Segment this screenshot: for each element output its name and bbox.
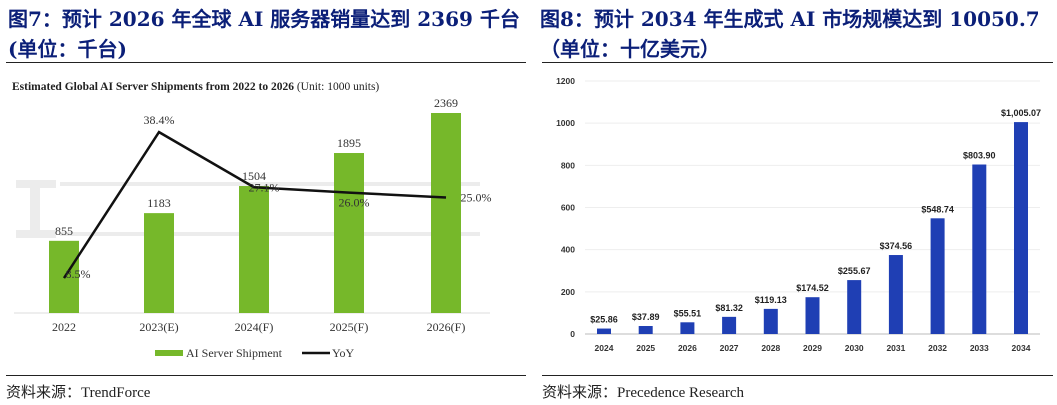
bar-2026 (680, 322, 695, 334)
source-text: 资料来源：TrendForce (6, 385, 151, 401)
bar-2034 (1014, 122, 1028, 334)
bar-label: $548.74 (921, 204, 954, 214)
bar-label: $255.67 (838, 266, 871, 276)
yoy-label: 8.5% (66, 267, 91, 281)
x-tick-label: 2024(F) (235, 320, 274, 334)
x-tick-label: 2034 (1012, 343, 1031, 353)
yoy-label: 38.4% (144, 113, 175, 127)
y-tick-label: 800 (561, 160, 575, 170)
legend-label-shipment: AI Server Shipment (186, 346, 283, 360)
bar-label: 1895 (337, 136, 361, 150)
bar-2029 (805, 297, 820, 334)
bar-label: $81.32 (715, 303, 743, 313)
y-tick-label: 0 (570, 329, 575, 339)
bar-2027 (722, 316, 737, 334)
x-tick-label: 2025 (636, 343, 655, 353)
bar-label: 855 (55, 224, 73, 238)
bar-2032 (930, 218, 945, 334)
yoy-line (62, 130, 447, 279)
x-tick-label: 2028 (761, 343, 780, 353)
chart-title: Estimated Global AI Server Shipments fro… (12, 81, 379, 93)
left-panel: 图7：预计 2026 年全球 AI 服务器销量达到 2369 千台(单位：千台)… (6, 7, 526, 401)
source-rule (542, 375, 1053, 376)
x-tick-label: 2030 (845, 343, 864, 353)
y-tick-label: 1000 (556, 118, 575, 128)
bar-2024(F) (239, 186, 269, 313)
x-tick-label: 2032 (928, 343, 947, 353)
yoy-label: 25.0% (461, 191, 492, 205)
x-tick-label: 2025(F) (330, 320, 369, 334)
x-tick-label: 2026 (678, 343, 697, 353)
yoy-label: 27.1% (249, 180, 280, 194)
x-tick-label: 2026(F) (427, 320, 466, 334)
source-text: 资料来源：Precedence Research (542, 385, 745, 401)
bar-label: $119.13 (755, 295, 787, 305)
bar-label: $174.52 (796, 283, 829, 293)
bar-2024 (597, 328, 611, 334)
bar-label: $37.89 (632, 312, 660, 322)
legend-label-yoy: YoY (332, 346, 354, 360)
x-tick-label: 2033 (970, 343, 989, 353)
y-tick-label: 1200 (556, 76, 575, 86)
figure-7-title: 图7：预计 2026 年全球 AI 服务器销量达到 2369 千台(单位：千台) (8, 7, 520, 61)
bar-label: $803.90 (963, 151, 996, 161)
bar-2023(E) (144, 213, 174, 313)
bar-label: 1183 (147, 196, 171, 210)
title-rule (542, 62, 1053, 63)
y-tick-label: 400 (561, 245, 575, 255)
bar-2031 (888, 255, 903, 334)
x-tick-label: 2023(E) (139, 320, 178, 334)
bar-label: $374.56 (880, 241, 913, 251)
x-tick-label: 2031 (886, 343, 905, 353)
bar-label: $25.86 (590, 315, 618, 325)
y-tick-label: 200 (561, 287, 575, 297)
watermark-logo (16, 180, 480, 238)
legend-swatch-shipment (155, 350, 183, 356)
bar-label: $1,005.07 (1001, 108, 1041, 118)
figure-8-title: 图8：预计 2034 年生成式 AI 市场规模达到 10050.7（单位：十亿美… (540, 7, 1040, 61)
x-tick-label: 2024 (595, 343, 614, 353)
source-rule (6, 375, 526, 376)
bar-2033 (972, 164, 987, 334)
y-tick-label: 600 (561, 203, 575, 213)
title-rule (6, 62, 526, 63)
bar-label: $55.51 (674, 308, 702, 318)
bar-2028 (763, 308, 778, 334)
bar-label: 1504 (242, 169, 266, 183)
x-tick-label: 2022 (52, 320, 76, 334)
shipments-chart: Estimated Global AI Server Shipments fro… (12, 81, 492, 360)
yoy-label: 26.0% (339, 196, 370, 210)
bar-2025(F) (334, 153, 364, 313)
bar-2030 (847, 280, 862, 334)
x-tick-label: 2029 (803, 343, 822, 353)
bar-2025 (638, 326, 653, 334)
genai-market-chart: 0 200 400 600 800 1000 1200 $25.86 2024 $37.89 202… (556, 76, 1041, 353)
x-tick-label: 2027 (720, 343, 739, 353)
right-panel: 图8：预计 2034 年生成式 AI 市场规模达到 10050.7（单位：十亿美… (530, 0, 1057, 405)
bar-2026(F) (431, 113, 461, 313)
bar-label: 2369 (434, 96, 458, 110)
